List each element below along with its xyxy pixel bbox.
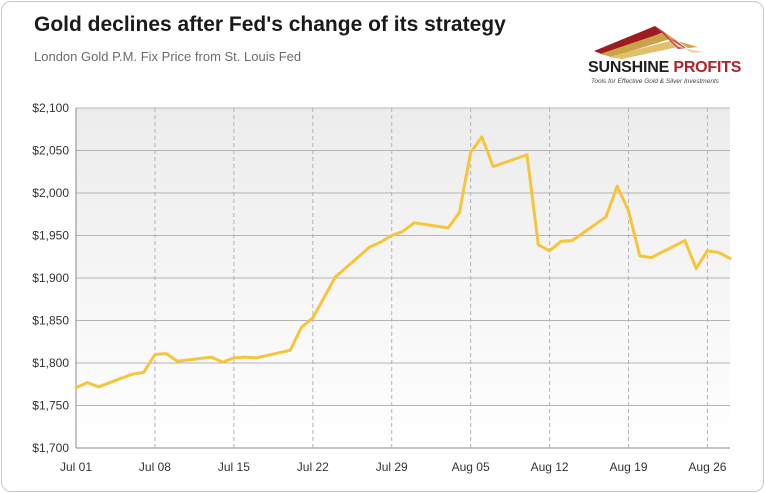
x-tick-label: Jul 29 (376, 460, 408, 474)
x-axis: Jul 01 Jul 08 Jul 15 Jul 22 Jul 29 Aug 05 Aug … (60, 460, 727, 474)
y-tick-label: $1,850 (32, 314, 69, 328)
x-tick-label: Aug 26 (688, 460, 726, 474)
x-tick-label: Jul 15 (218, 460, 250, 474)
y-tick-label: $1,750 (32, 399, 69, 413)
y-axis: $1,700 $1,750 $1,800 $1,850 $1,900 $1,950 $2,0… (32, 101, 69, 455)
x-tick-label: Aug 05 (452, 460, 490, 474)
logo-tagline: Tools for Effective Gold & Silver Invest… (591, 78, 720, 85)
logo-sun-rays-icon (594, 26, 704, 59)
x-tick-label: Aug 19 (609, 460, 647, 474)
y-tick-label: $1,700 (32, 441, 69, 455)
grid-lines (75, 107, 730, 449)
x-tick-label: Aug 12 (531, 460, 569, 474)
chart-subtitle: London Gold P.M. Fix Price from St. Loui… (34, 49, 302, 64)
y-tick-label: $1,900 (32, 271, 69, 285)
logo-wordmark: SUNSHINE PROFITS (588, 59, 741, 77)
logo-wordmark-part2: PROFITS (673, 59, 742, 76)
sunshine-profits-logo: SUNSHINE PROFITS Tools for Effective Gol… (582, 18, 752, 98)
x-tick-label: Jul 01 (60, 460, 92, 474)
y-tick-label: $2,000 (32, 186, 69, 200)
y-tick-label: $2,050 (32, 144, 69, 158)
gold-price-line (74, 135, 732, 390)
y-tick-label: $1,800 (32, 356, 69, 370)
x-tick-label: Jul 22 (297, 460, 329, 474)
y-tick-label: $1,950 (32, 229, 69, 243)
y-tick-label: $2,100 (32, 101, 69, 115)
logo-wordmark-part1: SUNSHINE (588, 59, 670, 76)
x-tick-label: Jul 08 (139, 460, 171, 474)
chart-title: Gold declines after Fed's change of its … (34, 13, 506, 36)
